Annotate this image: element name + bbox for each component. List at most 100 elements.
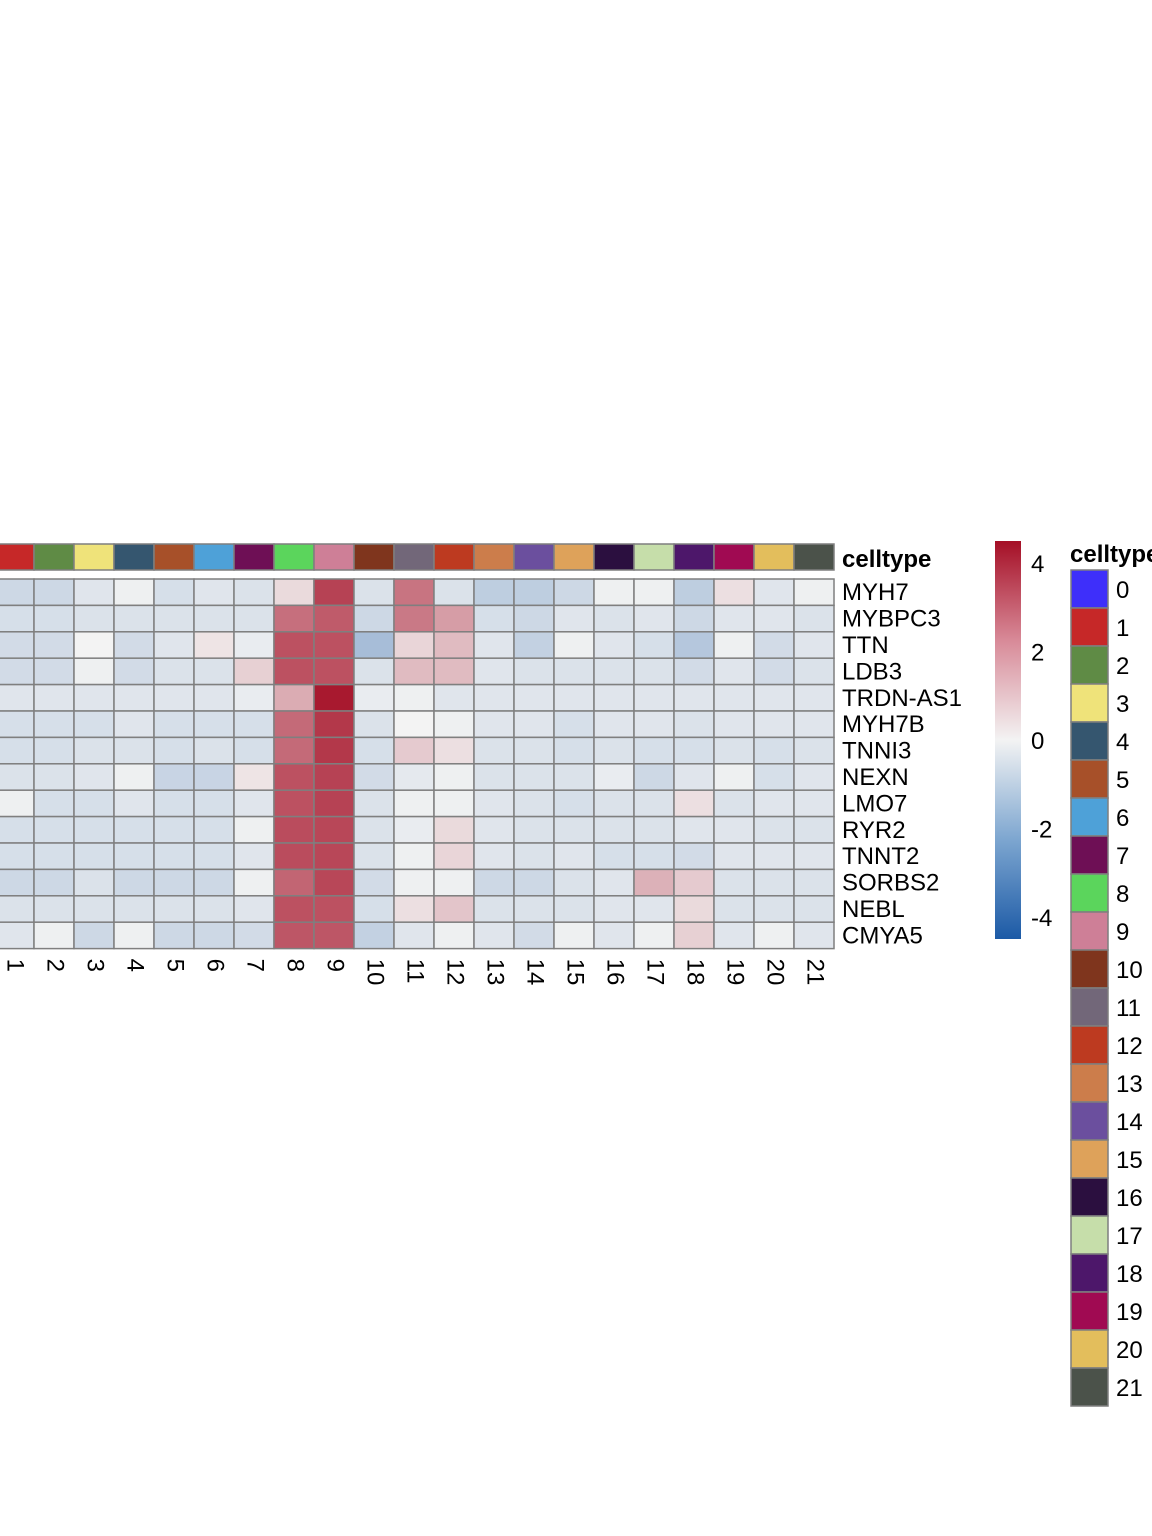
row-label: RYR2 bbox=[842, 817, 906, 844]
heatmap-cell bbox=[593, 868, 635, 897]
heatmap-cell bbox=[513, 895, 555, 923]
celltype-legend-label: 10 bbox=[1116, 957, 1143, 984]
heatmap-cell bbox=[313, 895, 355, 923]
heatmap-cell bbox=[753, 921, 795, 950]
celltype-legend-swatch-0 bbox=[1070, 569, 1109, 609]
heatmap-cell bbox=[313, 710, 355, 739]
heatmap-cell bbox=[793, 921, 835, 950]
heatmap-cell bbox=[753, 604, 795, 633]
heatmap-cell bbox=[153, 683, 195, 712]
heatmap-cell bbox=[753, 895, 795, 923]
column-label: 7 bbox=[242, 959, 269, 972]
celltype-legend-label: 7 bbox=[1116, 843, 1129, 870]
column-label: 20 bbox=[762, 959, 789, 986]
heatmap-cell bbox=[313, 578, 355, 607]
column-label: 5 bbox=[162, 959, 189, 972]
heatmap-cell bbox=[73, 631, 115, 659]
heatmap-cell bbox=[113, 736, 155, 765]
annotation-cell-7 bbox=[233, 543, 275, 571]
heatmap-cell bbox=[313, 736, 355, 765]
row-label: NEXN bbox=[842, 764, 909, 791]
heatmap-cell bbox=[633, 763, 675, 791]
heatmap-cell bbox=[113, 657, 155, 686]
heatmap-cell bbox=[713, 710, 755, 739]
celltype-legend-title: celltype bbox=[1070, 541, 1152, 568]
celltype-legend-swatch-18 bbox=[1070, 1253, 1109, 1293]
color-scale-tick-label: 0 bbox=[1031, 728, 1044, 755]
heatmap-cell bbox=[753, 631, 795, 659]
heatmap-cell bbox=[33, 763, 75, 791]
heatmap-cell bbox=[593, 815, 635, 844]
heatmap-cell bbox=[553, 868, 595, 897]
heatmap-cell bbox=[153, 921, 195, 950]
heatmap-cell bbox=[513, 763, 555, 791]
heatmap-cell bbox=[793, 868, 835, 897]
heatmap-cell bbox=[433, 868, 475, 897]
row-label: LMO7 bbox=[842, 790, 907, 817]
celltype-legend-swatch-14 bbox=[1070, 1101, 1109, 1141]
heatmap-cell bbox=[273, 895, 315, 923]
heatmap-cell bbox=[393, 578, 435, 607]
heatmap-cell bbox=[33, 815, 75, 844]
heatmap-cell bbox=[193, 789, 235, 818]
annotation-cell-12 bbox=[433, 543, 475, 571]
row-label: MYH7 bbox=[842, 579, 909, 606]
celltype-legend-swatch-20 bbox=[1070, 1329, 1109, 1369]
heatmap-cell bbox=[0, 921, 35, 950]
annotation-bar bbox=[0, 543, 835, 571]
heatmap-cell bbox=[0, 710, 35, 739]
heatmap-cell bbox=[153, 604, 195, 633]
heatmap-cell bbox=[713, 789, 755, 818]
heatmap-cell bbox=[753, 763, 795, 791]
heatmap-cell bbox=[193, 921, 235, 950]
heatmap-cell bbox=[713, 815, 755, 844]
heatmap-cell bbox=[353, 763, 395, 791]
celltype-legend-swatch-2 bbox=[1070, 645, 1109, 685]
heatmap-cell bbox=[553, 631, 595, 659]
heatmap-cell bbox=[673, 604, 715, 633]
heatmap-cell bbox=[153, 763, 195, 791]
row-label: TRDN-AS1 bbox=[842, 685, 962, 712]
celltype-legend-swatch-10 bbox=[1070, 949, 1109, 989]
heatmap-cell bbox=[73, 710, 115, 739]
row-label: MYBPC3 bbox=[842, 606, 941, 633]
heatmap-cell bbox=[713, 631, 755, 659]
annotation-cell-21 bbox=[793, 543, 835, 571]
heatmap-cell bbox=[73, 657, 115, 686]
heatmap-cell bbox=[313, 921, 355, 950]
heatmap-cell bbox=[0, 683, 35, 712]
celltype-legend-label: 21 bbox=[1116, 1375, 1143, 1402]
heatmap-cell bbox=[233, 657, 275, 686]
celltype-legend-swatch-19 bbox=[1070, 1291, 1109, 1331]
annotation-cell-15 bbox=[553, 543, 595, 571]
column-label: 15 bbox=[562, 959, 589, 986]
celltype-legend-label: 0 bbox=[1116, 577, 1129, 604]
annotation-cell-9 bbox=[313, 543, 355, 571]
column-label: 2 bbox=[42, 959, 69, 972]
heatmap-cell bbox=[113, 763, 155, 791]
annotation-cell-8 bbox=[273, 543, 315, 571]
row-label: MYH7B bbox=[842, 711, 925, 738]
heatmap-cell bbox=[353, 789, 395, 818]
heatmap-cell bbox=[233, 604, 275, 633]
heatmap-cell bbox=[593, 631, 635, 659]
heatmap-cell bbox=[793, 736, 835, 765]
heatmap-cell bbox=[593, 657, 635, 686]
row-label: TNNT2 bbox=[842, 843, 919, 870]
heatmap-cell bbox=[313, 868, 355, 897]
heatmap-cell bbox=[673, 578, 715, 607]
column-label: 19 bbox=[722, 959, 749, 986]
annotation-cell-16 bbox=[593, 543, 635, 571]
heatmap-cell bbox=[513, 604, 555, 633]
heatmap-cell bbox=[273, 604, 315, 633]
heatmap-cell bbox=[153, 868, 195, 897]
color-scale-tick-label: -4 bbox=[1031, 905, 1052, 932]
celltype-legend-label: 14 bbox=[1116, 1109, 1143, 1136]
heatmap-cell bbox=[273, 868, 315, 897]
heatmap-cell bbox=[793, 895, 835, 923]
heatmap-cell bbox=[33, 631, 75, 659]
heatmap-cell bbox=[0, 789, 35, 818]
heatmap-cell bbox=[713, 842, 755, 871]
heatmap-cell bbox=[273, 921, 315, 950]
heatmap-cell bbox=[433, 736, 475, 765]
